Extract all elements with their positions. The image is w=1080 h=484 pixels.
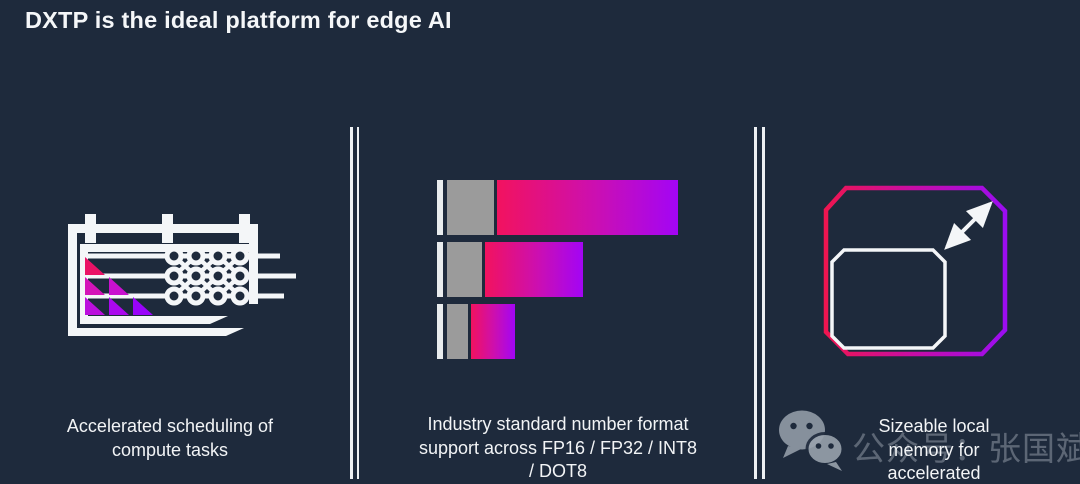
- bar-gray-segment: [447, 304, 468, 359]
- expand-arrow: [944, 201, 993, 250]
- watermark-text: 公众号：张国斌: [852, 430, 1080, 467]
- bar-row: [437, 242, 678, 297]
- caption-number-formats: Industry standard number format support …: [418, 414, 698, 481]
- outer-memory-outline: [823, 185, 1008, 357]
- column-divider-left: [350, 127, 359, 479]
- bar-row: [437, 304, 678, 359]
- bar-axis: [437, 242, 443, 297]
- inner-memory-outline: [830, 248, 947, 350]
- bar-gray-segment: [447, 242, 482, 297]
- caption-local-memory: Sizeable local memory for accelerated co…: [878, 416, 990, 483]
- bar-row: [437, 180, 678, 235]
- number-format-bar-chart-icon: [437, 180, 678, 359]
- bar-axis: [437, 180, 443, 235]
- column-divider-right: [754, 127, 765, 479]
- gradient-triangles: [85, 257, 153, 315]
- caption-scheduling: Accelerated scheduling of compute tasks: [66, 416, 274, 460]
- bar-gradient-segment: [485, 242, 583, 297]
- calendar-abacus-icon: [68, 214, 296, 336]
- bar-gradient-segment: [497, 180, 678, 235]
- wechat-icon: [779, 410, 845, 471]
- bar-axis: [437, 304, 443, 359]
- bar-gray-segment: [447, 180, 494, 235]
- expandable-memory-icon: [823, 185, 1008, 357]
- bar-gradient-segment: [471, 304, 515, 359]
- slide-title: DXTP is the ideal platform for edge AI: [25, 7, 452, 33]
